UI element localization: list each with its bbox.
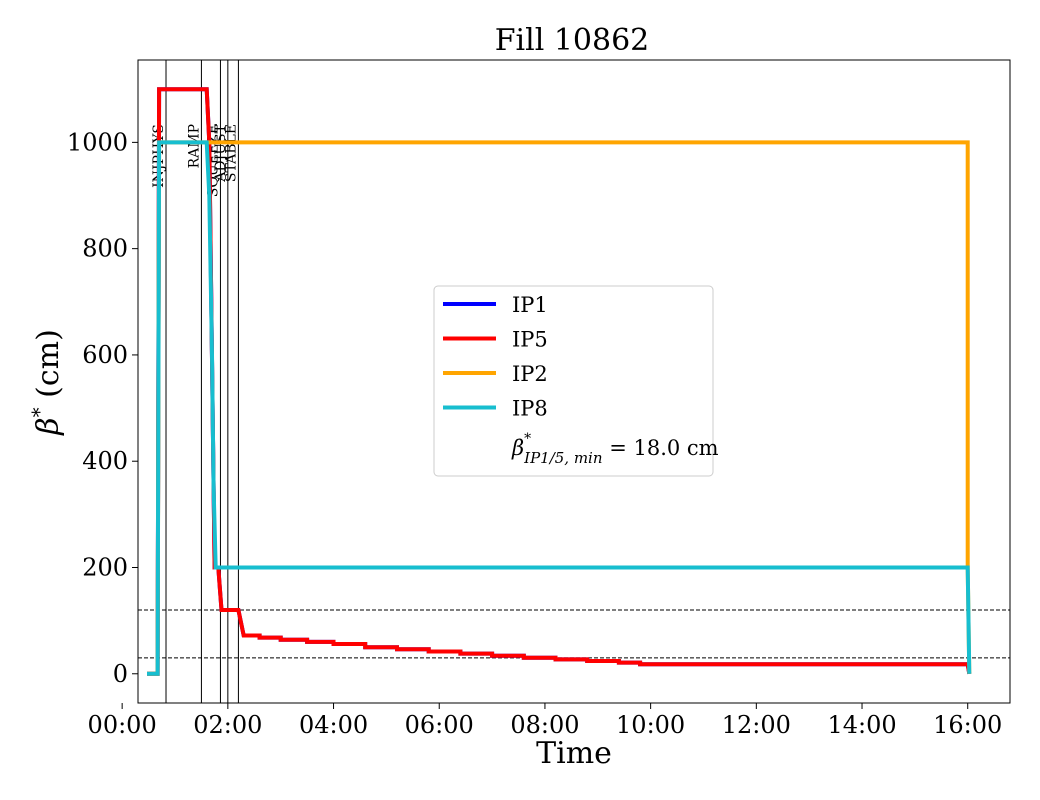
x-tick-label: 12:00 xyxy=(722,711,791,739)
legend-entries: IP1 IP5 IP2 IP8 xyxy=(443,293,548,421)
y-axis-title-sup: * xyxy=(27,407,51,417)
y-tick-label: 600 xyxy=(82,341,128,369)
y-tick-label: 0 xyxy=(113,660,128,688)
x-axis-title: Time xyxy=(536,736,612,771)
legend-min-beta-value: = 18.0 cm xyxy=(603,436,719,460)
series-line-ip5 xyxy=(147,87,972,676)
legend-label: IP5 xyxy=(512,328,548,352)
x-axis: 00:00 02:00 04:00 06:00 08:00 10:00 12:00 14:00… xyxy=(88,703,1002,739)
phase-label: STABLE xyxy=(223,124,239,182)
y-tick-label: 800 xyxy=(82,235,128,263)
legend-min-beta: β* IP1/5, min = 18.0 cm xyxy=(511,431,719,467)
legend-label: IP1 xyxy=(512,293,548,317)
legend: IP1 IP5 IP2 IP8 β* IP1/5, min = 18.0 cm xyxy=(433,285,719,477)
x-tick-label: 16:00 xyxy=(933,711,1002,739)
legend-label: IP2 xyxy=(512,362,548,386)
phase-label: RAMP xyxy=(186,124,202,168)
y-axis-title-symbol: β xyxy=(31,417,66,435)
y-axis: 0 200 400 600 800 1000 xyxy=(67,128,138,688)
series-line-ip8 xyxy=(147,140,972,676)
x-tick-label: 10:00 xyxy=(616,711,685,739)
legend-min-beta-sub: IP1/5, min xyxy=(523,449,602,467)
plot-frame xyxy=(137,59,1011,704)
x-tick-label: 08:00 xyxy=(510,711,579,739)
chart-title: Fill 10862 xyxy=(495,23,650,58)
x-tick-label: 00:00 xyxy=(88,711,157,739)
x-tick-label: 04:00 xyxy=(299,711,368,739)
x-tick-label: 06:00 xyxy=(405,711,474,739)
y-tick-label: 400 xyxy=(82,447,128,475)
x-tick-label: 14:00 xyxy=(827,711,896,739)
y-tick-label: 1000 xyxy=(67,128,128,156)
legend-box xyxy=(433,285,714,477)
y-axis-title: β* (cm) xyxy=(27,329,66,436)
legend-min-beta-sup: * xyxy=(524,431,531,447)
phase-label: ADJUST xyxy=(213,123,229,182)
y-axis-title-unit: (cm) xyxy=(31,329,66,407)
x-tick-label: 02:00 xyxy=(193,711,262,739)
series-lines xyxy=(147,87,972,676)
y-tick-label: 200 xyxy=(82,553,128,581)
legend-min-beta-symbol: β xyxy=(511,436,524,460)
legend-label: IP8 xyxy=(512,397,548,421)
